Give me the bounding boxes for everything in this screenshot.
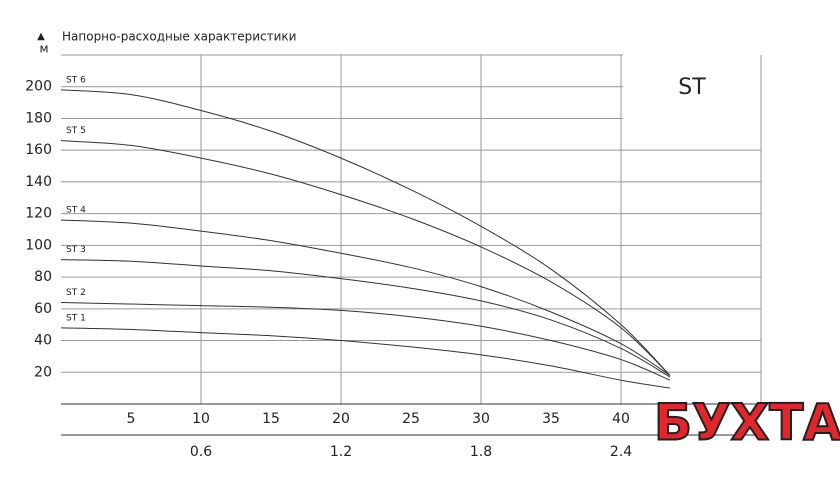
y-tick-label: 200 [25, 79, 52, 95]
series-label: ST 4 [66, 205, 86, 215]
x-tick-label: 35 [542, 411, 560, 427]
y-tick-label: 180 [25, 110, 52, 126]
x2-tick-label: 1.2 [330, 444, 352, 460]
y-tick-label: 20 [34, 364, 52, 380]
y-arrow: ▲ [37, 31, 45, 42]
x-tick-label: 5 [127, 411, 136, 427]
curve [60, 140, 671, 376]
x2-tick-label: 1.8 [470, 444, 492, 460]
watermark: БУХТА [654, 394, 840, 452]
chart-title: Напорно-расходные характеристики [62, 30, 296, 44]
series-label: ST 1 [66, 313, 86, 323]
badge-box [623, 53, 763, 120]
curve [60, 89, 671, 376]
y-tick-label: 160 [25, 142, 52, 158]
x-tick-label: 20 [332, 411, 350, 427]
curve [60, 327, 671, 389]
x-tick-label: 30 [472, 411, 490, 427]
y-tick-label: 40 [34, 333, 52, 349]
y-tick-label: 100 [25, 237, 52, 253]
y-tick-label: 60 [34, 301, 52, 317]
x-tick-label: 25 [402, 411, 420, 427]
x-tick-label: 40 [612, 411, 630, 427]
x-tick-label: 10 [192, 411, 210, 427]
series-label: ST 2 [66, 288, 86, 298]
curve [60, 259, 671, 378]
x2-tick-label: 0.6 [190, 444, 212, 460]
x2-tick-label: 2.4 [610, 444, 632, 460]
series-label: ST 6 [66, 75, 86, 85]
y-tick-label: 80 [34, 269, 52, 285]
badge: ST [678, 75, 706, 100]
curve [60, 219, 671, 376]
y-axis-label: м [39, 42, 48, 56]
y-tick-label: 120 [25, 206, 52, 222]
series-label: ST 3 [66, 245, 86, 255]
y-tick-label: 140 [25, 174, 52, 190]
series-label: ST 5 [66, 126, 86, 136]
curve [60, 301, 671, 381]
x-tick-label: 15 [262, 411, 280, 427]
